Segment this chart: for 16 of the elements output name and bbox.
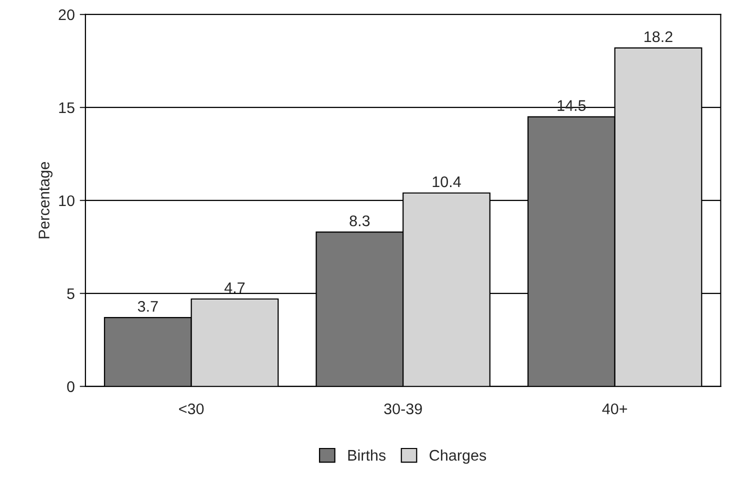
data-label: 18.2 [644, 31, 672, 42]
data-label: 8.3 [350, 215, 370, 226]
y-axis-title: Percentage [38, 162, 52, 238]
x-tick-label: <30 [179, 403, 204, 414]
y-tick-label: 5 [67, 288, 74, 300]
y-tick-label: 15 [59, 102, 74, 114]
x-tick-label: 30-39 [384, 403, 422, 414]
data-label: 4.7 [224, 282, 245, 294]
legend-label: Charges [430, 449, 486, 464]
legend-label: Births [348, 449, 386, 461]
data-label: 3.7 [138, 300, 158, 312]
y-tick-label: 0 [67, 381, 74, 392]
y-tick-label: 10 [59, 195, 74, 206]
y-tick-label: 20 [58, 9, 74, 20]
data-label: 10.4 [432, 176, 461, 188]
x-tick-label: 40+ [602, 403, 628, 414]
